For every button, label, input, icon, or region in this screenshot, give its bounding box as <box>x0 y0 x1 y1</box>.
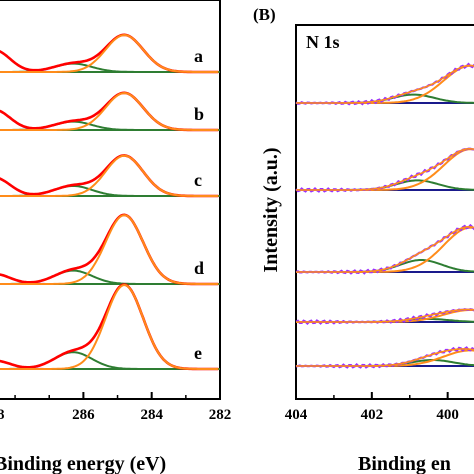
spectrum-label-e: e <box>194 343 202 363</box>
n1s-spectrum-2-component-2 <box>296 148 474 191</box>
n1s-spectrum-5-component-2 <box>296 349 474 367</box>
panel-b-x-axis-label: Binding en <box>358 453 451 474</box>
panel-b-frame <box>295 24 474 400</box>
spectrum-b-envelope <box>0 91 219 132</box>
spectrum-label-a: a <box>194 46 203 66</box>
spectrum-c-main-component <box>0 154 219 197</box>
panel-b-plot <box>295 62 474 369</box>
n1s-spectrum-2-fit <box>296 148 474 191</box>
n1s-spectrum-3-fit <box>296 225 474 273</box>
panel-a-x-axis: 286 284 282 <box>14 392 232 423</box>
n1s-spectrum-3-component-2 <box>296 226 474 273</box>
n1s-spectrum-2-envelope <box>295 147 474 193</box>
spectrum-a-main-component <box>0 33 219 73</box>
panel-b-tick-label: 400 <box>436 407 459 423</box>
spectrum-c-envelope <box>0 154 219 198</box>
spectrum-e-envelope <box>0 283 219 371</box>
panel-a-frame <box>0 0 221 400</box>
spectrum-a-high-component <box>0 50 219 73</box>
spectrum-a-envelope <box>0 33 219 74</box>
n1s-spectrum-1-fit <box>296 64 474 104</box>
n1s-spectrum-1-envelope <box>295 62 474 106</box>
n1s-spectrum-4-fit <box>296 308 474 323</box>
panel-b-tick-label: 404 <box>285 407 308 423</box>
panel-a-x-axis-label: Binding energy (eV) <box>0 453 166 474</box>
panel-b-x-axis: 404 402 400 <box>285 392 459 423</box>
panel-a-plot: a b c d e <box>0 33 220 371</box>
spectrum-label-d: d <box>194 258 204 278</box>
panel-a-cut-tick-label: 8 <box>0 407 5 423</box>
spectrum-d-main-component <box>0 214 219 285</box>
panel-b-title: N 1s <box>306 32 340 52</box>
spectrum-label-c: c <box>194 170 202 190</box>
panel-b-y-axis-label: Intensity (a.u.) <box>260 147 282 272</box>
panel-a-tick-label: 282 <box>209 407 232 423</box>
n1s-spectrum-5-fit <box>296 348 474 367</box>
spectrum-d-envelope <box>0 213 219 286</box>
panel-a-tick-label: 284 <box>140 407 163 423</box>
panel-b-tick-label: 402 <box>361 407 384 423</box>
panel-b-letter: (B) <box>253 5 276 24</box>
spectrum-e-main-component <box>0 283 219 370</box>
spectrum-b-main-component <box>0 91 219 131</box>
spectrum-label-b: b <box>194 104 204 124</box>
panel-a-tick-label: 286 <box>72 407 95 423</box>
